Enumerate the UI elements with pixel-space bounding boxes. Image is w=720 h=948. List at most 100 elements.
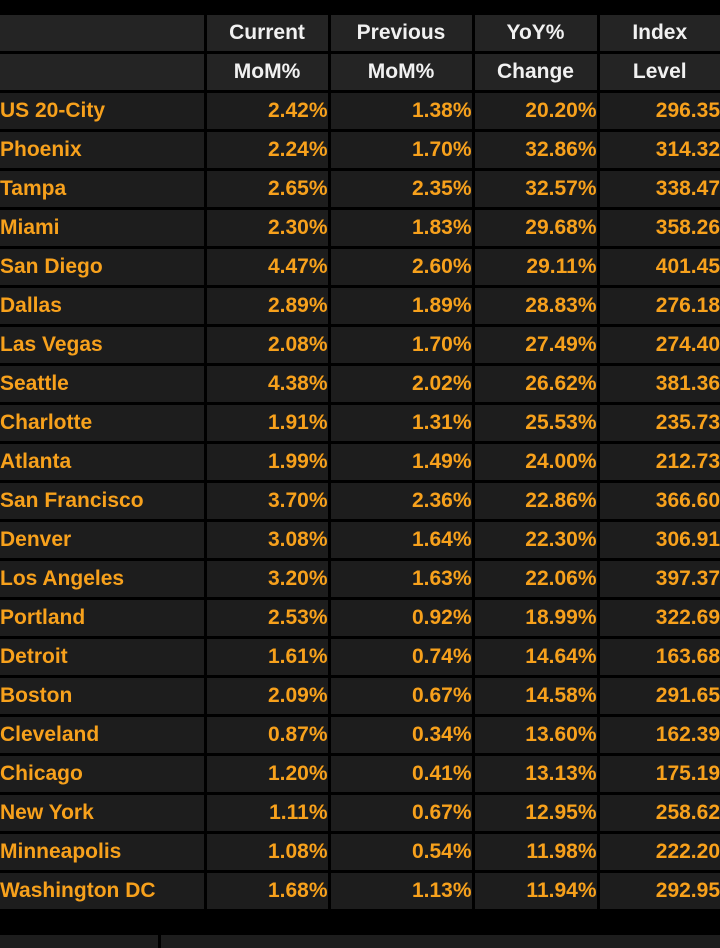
table-row[interactable]: Los Angeles 3.20% 1.63% 22.06% 397.37 [0,558,720,600]
table-row[interactable]: San Francisco 3.70% 2.36% 22.86% 366.60 [0,480,720,522]
table-row[interactable]: Cleveland 0.87% 0.34% 13.60% 162.39 [0,714,720,756]
previous_mom-cell: 1.63% [327,558,475,600]
current_mom-cell: 2.89% [203,285,331,327]
table-row[interactable]: Charlotte 1.91% 1.31% 25.53% 235.73 [0,402,720,444]
yoy_change-cell: 14.58% [471,675,600,717]
index_level-cell: 291.65 [596,675,720,717]
table-row[interactable]: Boston 2.09% 0.67% 14.58% 291.65 [0,675,720,717]
current_mom-cell: 4.47% [203,246,331,288]
city-cell: Cleveland [0,714,207,756]
index_level-cell: 274.40 [596,324,720,366]
yoy_change-cell: 18.99% [471,597,600,639]
header-index[interactable]: Index [596,15,720,54]
previous_mom-cell: 1.49% [327,441,475,483]
table-body: US 20-City 2.42% 1.38% 20.20% 296.35 Phoenix 2… [0,90,720,912]
current_mom-cell: 2.53% [203,597,331,639]
city-cell: San Francisco [0,480,207,522]
current_mom-cell: 2.24% [203,129,331,171]
yoy_change-cell: 32.86% [471,129,600,171]
index_level-cell: 292.95 [596,870,720,912]
header-row-1: Current Previous YoY% Index [0,15,720,54]
previous_mom-cell: 1.31% [327,402,475,444]
index_level-cell: 306.91 [596,519,720,561]
previous_mom-cell: 0.67% [327,675,475,717]
previous_mom-cell: 2.60% [327,246,475,288]
table-row[interactable]: Washington DC 1.68% 1.13% 11.94% 292.95 [0,870,720,912]
previous_mom-cell: 1.64% [327,519,475,561]
yoy_change-cell: 26.62% [471,363,600,405]
yoy_change-cell: 12.95% [471,792,600,834]
city-cell: San Diego [0,246,207,288]
partial-row-left-cell [0,935,158,948]
previous_mom-cell: 0.54% [327,831,475,873]
previous_mom-cell: 0.92% [327,597,475,639]
previous_mom-cell: 1.70% [327,324,475,366]
table-row[interactable]: Miami 2.30% 1.83% 29.68% 358.26 [0,207,720,249]
current_mom-cell: 2.42% [203,90,331,132]
city-cell: Tampa [0,168,207,210]
header-previous-mom[interactable]: MoM% [327,51,475,93]
previous_mom-cell: 2.36% [327,480,475,522]
city-cell: Portland [0,597,207,639]
index_level-cell: 276.18 [596,285,720,327]
current_mom-cell: 1.99% [203,441,331,483]
current_mom-cell: 1.61% [203,636,331,678]
header-yoy[interactable]: YoY% [471,15,600,54]
city-cell: Dallas [0,285,207,327]
header-yoy-change[interactable]: Change [471,51,600,93]
table-row[interactable]: New York 1.11% 0.67% 12.95% 258.62 [0,792,720,834]
table-row[interactable]: Dallas 2.89% 1.89% 28.83% 276.18 [0,285,720,327]
index_level-cell: 397.37 [596,558,720,600]
header-index-level[interactable]: Level [596,51,720,93]
previous_mom-cell: 0.41% [327,753,475,795]
index_level-cell: 358.26 [596,207,720,249]
yoy_change-cell: 11.94% [471,870,600,912]
header-current[interactable]: Current [203,15,331,54]
yoy_change-cell: 27.49% [471,324,600,366]
table-row[interactable]: Denver 3.08% 1.64% 22.30% 306.91 [0,519,720,561]
table-row[interactable]: Portland 2.53% 0.92% 18.99% 322.69 [0,597,720,639]
previous_mom-cell: 1.83% [327,207,475,249]
table-row[interactable]: US 20-City 2.42% 1.38% 20.20% 296.35 [0,90,720,132]
previous_mom-cell: 0.74% [327,636,475,678]
table-row[interactable]: Seattle 4.38% 2.02% 26.62% 381.36 [0,363,720,405]
table-row[interactable]: Minneapolis 1.08% 0.54% 11.98% 222.20 [0,831,720,873]
partial-next-row [0,935,720,948]
yoy_change-cell: 22.06% [471,558,600,600]
table-row[interactable]: Las Vegas 2.08% 1.70% 27.49% 274.40 [0,324,720,366]
index_level-cell: 296.35 [596,90,720,132]
home-price-index-table: Current Previous YoY% Index MoM% MoM% Ch… [0,15,720,912]
header-current-mom[interactable]: MoM% [203,51,331,93]
header-previous[interactable]: Previous [327,15,475,54]
header-row-2: MoM% MoM% Change Level [0,51,720,93]
index_level-cell: 401.45 [596,246,720,288]
partial-row-divider [158,935,161,948]
table-row[interactable]: Chicago 1.20% 0.41% 13.13% 175.19 [0,753,720,795]
index_level-cell: 163.68 [596,636,720,678]
table-row[interactable]: Phoenix 2.24% 1.70% 32.86% 314.32 [0,129,720,171]
city-cell: Phoenix [0,129,207,171]
current_mom-cell: 0.87% [203,714,331,756]
yoy_change-cell: 24.00% [471,441,600,483]
yoy_change-cell: 13.13% [471,753,600,795]
table-row[interactable]: San Diego 4.47% 2.60% 29.11% 401.45 [0,246,720,288]
yoy_change-cell: 14.64% [471,636,600,678]
partial-row-right-cell [161,935,720,948]
index_level-cell: 212.73 [596,441,720,483]
index_level-cell: 366.60 [596,480,720,522]
index_level-cell: 162.39 [596,714,720,756]
table-row[interactable]: Detroit 1.61% 0.74% 14.64% 163.68 [0,636,720,678]
header-blank-cell [0,51,207,93]
city-cell: Minneapolis [0,831,207,873]
yoy_change-cell: 20.20% [471,90,600,132]
previous_mom-cell: 1.38% [327,90,475,132]
city-cell: New York [0,792,207,834]
header-blank-cell [0,15,207,54]
table-row[interactable]: Tampa 2.65% 2.35% 32.57% 338.47 [0,168,720,210]
city-cell: Miami [0,207,207,249]
current_mom-cell: 3.20% [203,558,331,600]
index_level-cell: 322.69 [596,597,720,639]
index_level-cell: 381.36 [596,363,720,405]
table-row[interactable]: Atlanta 1.99% 1.49% 24.00% 212.73 [0,441,720,483]
